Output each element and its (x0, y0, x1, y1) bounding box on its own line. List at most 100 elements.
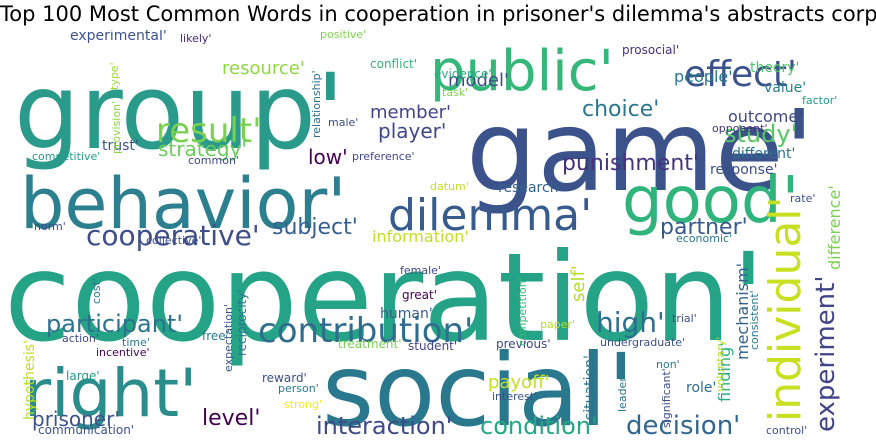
word-common: common' (188, 154, 239, 167)
word-task: task' (442, 86, 468, 99)
word-factor: factor' (802, 94, 837, 107)
word-mechanism: mechanism' (733, 263, 752, 360)
word-time: time' (122, 336, 150, 349)
word-voluntary: voluntary' (714, 337, 727, 392)
word-game: game' (466, 87, 815, 217)
chart-title: Top 100 Most Common Words in cooperation… (0, 2, 876, 26)
word-theory: theory' (750, 60, 799, 76)
word-interaction: interaction' (316, 412, 452, 440)
word-response: response' (710, 162, 777, 178)
word-economic: economic' (676, 232, 732, 245)
word-likely: likely' (180, 32, 211, 45)
word-type: type' (108, 62, 121, 90)
word-group: group' (14, 51, 345, 173)
word-expectation: expectation' (222, 304, 235, 372)
word-undergraduate: undergraduate' (600, 336, 685, 349)
word-leader: leader' (616, 374, 629, 412)
word-relationship: relationship' (310, 70, 323, 138)
word-choice: choice' (582, 97, 659, 122)
word-self: self' (568, 265, 589, 302)
word-previous: previous' (496, 337, 551, 351)
word-cost: cost' (90, 278, 103, 304)
word-reward: reward' (262, 371, 307, 385)
word-behavior: behavior' (20, 163, 346, 245)
word-member: member' (370, 102, 451, 123)
word-incentive: incentive' (96, 346, 150, 359)
word-partner: partner' (660, 215, 748, 240)
word-player: player' (378, 119, 446, 143)
word-provision: provision' (110, 101, 123, 154)
word-cloud: cooperation'social' game' group'behavior' p… (4, 30, 844, 442)
word-effect: effect' (684, 54, 797, 95)
word-rate: rate' (790, 192, 815, 205)
word-collective: collective' (146, 234, 201, 247)
word-female: female' (400, 264, 441, 277)
word-public: public' (430, 39, 614, 104)
word-finding: finding' (715, 342, 734, 402)
word-treatment: treatment' (338, 337, 402, 351)
word-individual: individual' (760, 196, 811, 422)
word-value: value' (764, 80, 806, 96)
word-prisoner: prisoner' (32, 407, 120, 431)
word-experiment: experiment' (811, 276, 841, 432)
word-social: social' (322, 332, 635, 442)
word-good: good' (622, 164, 799, 238)
word-control: control' (766, 424, 807, 437)
word-cooperative: cooperative' (86, 219, 260, 252)
word-datum: datum' (430, 180, 469, 193)
word-communication: communication' (38, 423, 134, 437)
word-conflict: conflict' (370, 57, 417, 71)
word-decision: decision' (626, 411, 740, 441)
word-opponent: opponent' (712, 122, 767, 135)
word-paper: paper' (540, 318, 575, 331)
word-male: male' (328, 116, 358, 129)
word-subject: subject' (272, 215, 358, 240)
word-action: action' (62, 332, 99, 345)
word-interest: interest' (492, 390, 537, 403)
word-low: low' (308, 145, 348, 169)
word-preference: preference' (352, 150, 415, 163)
word-research: research' (498, 180, 562, 196)
word-student: student' (408, 339, 457, 353)
word-reciprocity: reciprocity' (235, 289, 249, 356)
word-model: model' (448, 70, 509, 91)
word-right: right' (24, 355, 197, 432)
word-contribution: contribution' (258, 311, 473, 351)
word-strategy: strategy' (158, 137, 247, 161)
word-trust: trust' (102, 138, 139, 154)
word-positive: positive' (320, 30, 366, 41)
word-situation: situation' (582, 355, 598, 420)
word-level: level' (202, 406, 260, 431)
word-human: human' (380, 306, 433, 322)
word-person: person' (278, 382, 319, 395)
word-people: people' (674, 67, 733, 86)
word-hypothesis: hypothesis' (22, 340, 38, 420)
word-participant: participant' (46, 310, 183, 338)
word-free: free' (202, 329, 229, 343)
word-trial: trial' (672, 312, 697, 325)
word-consistent: consistent' (748, 290, 761, 350)
word-role: role' (686, 380, 716, 396)
word-dilemma: dilemma' (388, 190, 592, 241)
word-large: large' (66, 369, 100, 383)
word-competition: competition' (516, 277, 529, 346)
word-condition: condition' (480, 412, 598, 440)
word-significant: significant' (660, 368, 673, 428)
word-evidence: evidence' (434, 67, 492, 81)
word-information: information' (372, 227, 469, 246)
word-non: non' (656, 358, 680, 371)
word-result: result' (156, 111, 262, 151)
word-resource: resource' (222, 58, 305, 79)
word-different: different' (732, 146, 795, 162)
word-payoff: payoff' (488, 372, 549, 393)
word-great: great' (402, 288, 437, 302)
word-norm: norm' (34, 220, 66, 233)
word-high: high' (596, 306, 665, 339)
word-outcome: outcome' (728, 107, 803, 126)
word-difference: difference' (825, 185, 844, 270)
word-competitive: competitive' (32, 150, 100, 163)
word-punishment: punishment' (562, 151, 699, 176)
word-experimental: experimental' (70, 30, 167, 44)
word-prosocial: prosocial' (622, 43, 679, 57)
word-cooperation: cooperation' (4, 227, 765, 369)
